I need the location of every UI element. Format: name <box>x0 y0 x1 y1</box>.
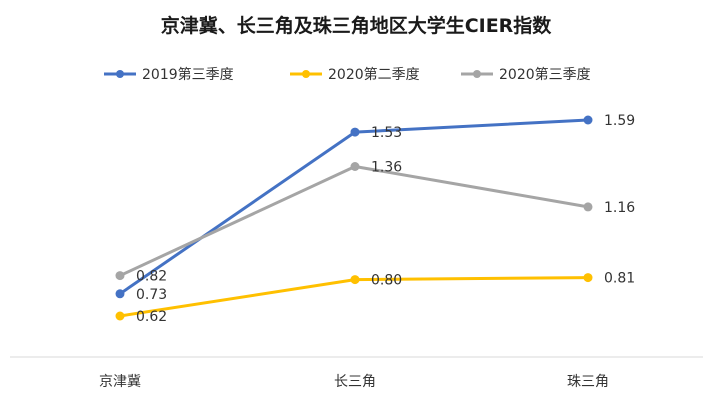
legend-label-1: 2020第二季度 <box>328 66 420 83</box>
chart-title: 京津冀、长三角及珠三角地区大学生CIER指数 <box>161 14 553 37</box>
series-data-labels: 0.73 1.53 1.59 0.62 0.80 0.81 0.82 1.36 1.16 <box>136 113 635 325</box>
series-lines <box>119 118 589 318</box>
data-point-1-2 <box>583 273 593 283</box>
data-label-2-1: 1.36 <box>371 160 402 176</box>
data-point-2-1 <box>350 162 360 171</box>
x-tick-label-0: 京津冀 <box>99 374 141 390</box>
legend-marker-0 <box>116 70 124 78</box>
x-tick-label-2: 珠三角 <box>567 374 609 390</box>
data-label-0-1: 1.53 <box>371 125 402 141</box>
data-point-1-0 <box>115 311 125 321</box>
series-line-2 <box>119 165 589 277</box>
legend-label-0: 2019第三季度 <box>142 66 234 83</box>
data-label-1-2: 0.81 <box>604 271 635 287</box>
data-point-0-1 <box>350 127 360 137</box>
data-label-2-2: 1.16 <box>604 200 635 216</box>
x-tick-label-1: 长三角 <box>334 374 376 390</box>
data-label-1-1: 0.80 <box>371 273 402 289</box>
x-axis-ticks: 京津冀 长三角 珠三角 <box>99 374 609 390</box>
data-point-2-0 <box>115 271 125 281</box>
legend-label-2: 2020第三季度 <box>499 66 591 83</box>
legend-marker-1 <box>302 70 310 78</box>
data-label-0-0: 0.73 <box>136 287 167 303</box>
data-label-2-0: 0.82 <box>136 269 167 285</box>
data-point-0-2 <box>583 115 593 125</box>
series-points <box>115 115 593 321</box>
legend-marker-2 <box>473 70 481 78</box>
data-point-2-2 <box>583 202 593 212</box>
legend: 2019第三季度 2020第二季度 2020第三季度 <box>104 66 591 83</box>
data-label-1-0: 0.62 <box>136 309 167 325</box>
data-point-1-1 <box>350 275 360 285</box>
data-point-0-0 <box>115 289 125 299</box>
data-label-0-2: 1.59 <box>604 113 635 129</box>
series-line-0 <box>119 118 589 296</box>
